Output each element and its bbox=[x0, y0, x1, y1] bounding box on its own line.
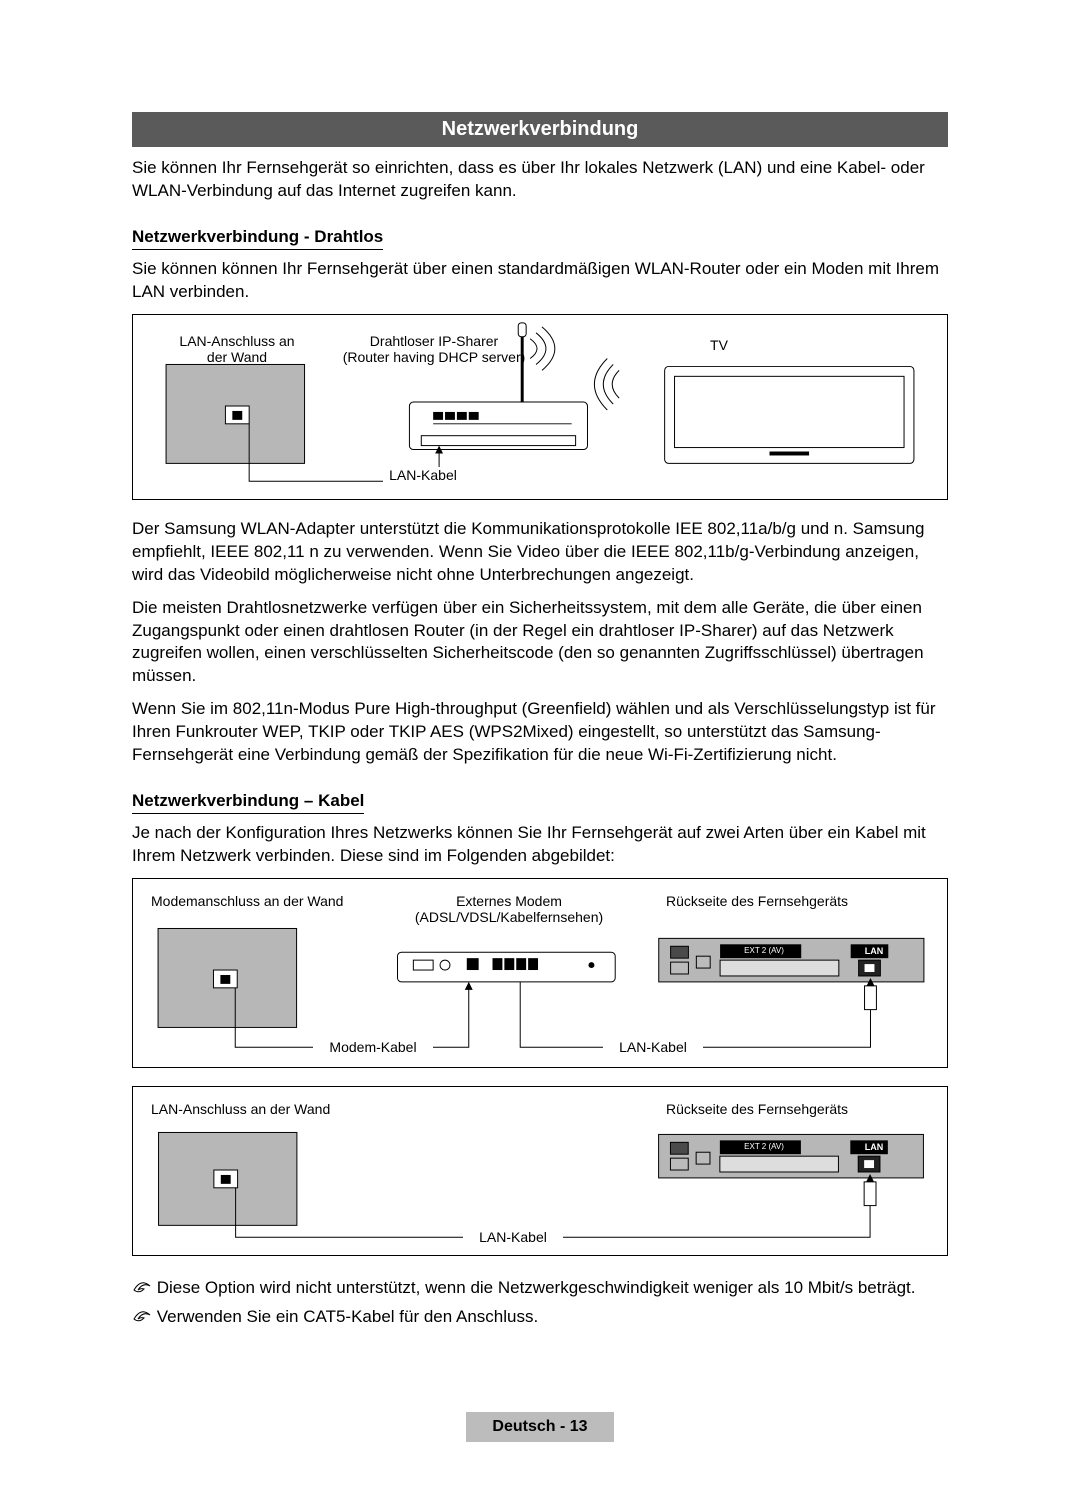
wired-heading: Netzwerkverbindung – Kabel bbox=[132, 791, 364, 814]
note-2-text: Verwenden Sie ein CAT5-Kabel für den Ans… bbox=[157, 1307, 538, 1326]
wired-text: Je nach der Konfiguration Ihres Netzwerk… bbox=[132, 822, 948, 868]
wireless-diagram: LAN-Anschluss an der Wand Drahtloser IP-… bbox=[132, 314, 948, 500]
section-title-bar: Netzwerkverbindung bbox=[132, 112, 948, 147]
tv-back-label: Rückseite des Fernsehgeräts bbox=[647, 893, 867, 909]
wireless-para3: Wenn Sie im 802,11n-Modus Pure High-thro… bbox=[132, 698, 948, 767]
tv-label: TV bbox=[679, 337, 759, 353]
wall-modem-label: Modemanschluss an der Wand bbox=[151, 893, 351, 909]
modem-label: Externes Modem (ADSL/VDSL/Kabelfernsehen… bbox=[399, 893, 619, 925]
wireless-para2: Die meisten Drahtlosnetzwerke verfügen ü… bbox=[132, 597, 948, 689]
port-ext-label-2: EXT 2 (AV) bbox=[727, 1142, 801, 1151]
note-icon bbox=[132, 1304, 152, 1318]
lan-cable-label-2: LAN-Kabel bbox=[603, 1039, 703, 1055]
wired-direct-diagram: LAN-Anschluss an der Wand Rückseite des … bbox=[132, 1086, 948, 1256]
intro-text: Sie können Ihr Fernsehgerät so einrichte… bbox=[132, 157, 948, 203]
wireless-text: Sie können können Ihr Fernsehgerät über … bbox=[132, 258, 948, 304]
page-footer: Deutsch - 13 bbox=[0, 1412, 1080, 1442]
note-2: Verwenden Sie ein CAT5-Kabel für den Ans… bbox=[132, 1303, 948, 1332]
wireless-para1: Der Samsung WLAN-Adapter unterstützt die… bbox=[132, 518, 948, 587]
port-lan-label-2: LAN bbox=[855, 1142, 893, 1152]
notes-block: Diese Option wird nicht unterstützt, wen… bbox=[132, 1274, 948, 1332]
note-1-text: Diese Option wird nicht unterstützt, wen… bbox=[157, 1278, 916, 1297]
port-ext-label: EXT 2 (AV) bbox=[727, 946, 801, 955]
port-lan-label: LAN bbox=[855, 946, 893, 956]
footer-label: Deutsch - 13 bbox=[466, 1412, 613, 1442]
wired-modem-diagram: Modemanschluss an der Wand Externes Mode… bbox=[132, 878, 948, 1068]
section-title: Netzwerkverbindung bbox=[442, 118, 639, 140]
wall-port-label: LAN-Anschluss an der Wand bbox=[177, 333, 297, 365]
wireless-heading: Netzwerkverbindung - Drahtlos bbox=[132, 227, 383, 250]
lan-cable-label-3: LAN-Kabel bbox=[463, 1229, 563, 1245]
tv-back-label-2: Rückseite des Fernsehgeräts bbox=[647, 1101, 867, 1117]
wall-lan-label: LAN-Anschluss an der Wand bbox=[151, 1101, 371, 1117]
router-label: Drahtloser IP-Sharer (Router having DHCP… bbox=[341, 333, 527, 365]
manual-page: Netzwerkverbindung Sie können Ihr Fernse… bbox=[0, 0, 1080, 1494]
lan-cable-label: LAN-Kabel bbox=[383, 467, 463, 483]
note-1: Diese Option wird nicht unterstützt, wen… bbox=[132, 1274, 948, 1303]
note-icon bbox=[132, 1275, 152, 1289]
modem-cable-label: Modem-Kabel bbox=[313, 1039, 433, 1055]
